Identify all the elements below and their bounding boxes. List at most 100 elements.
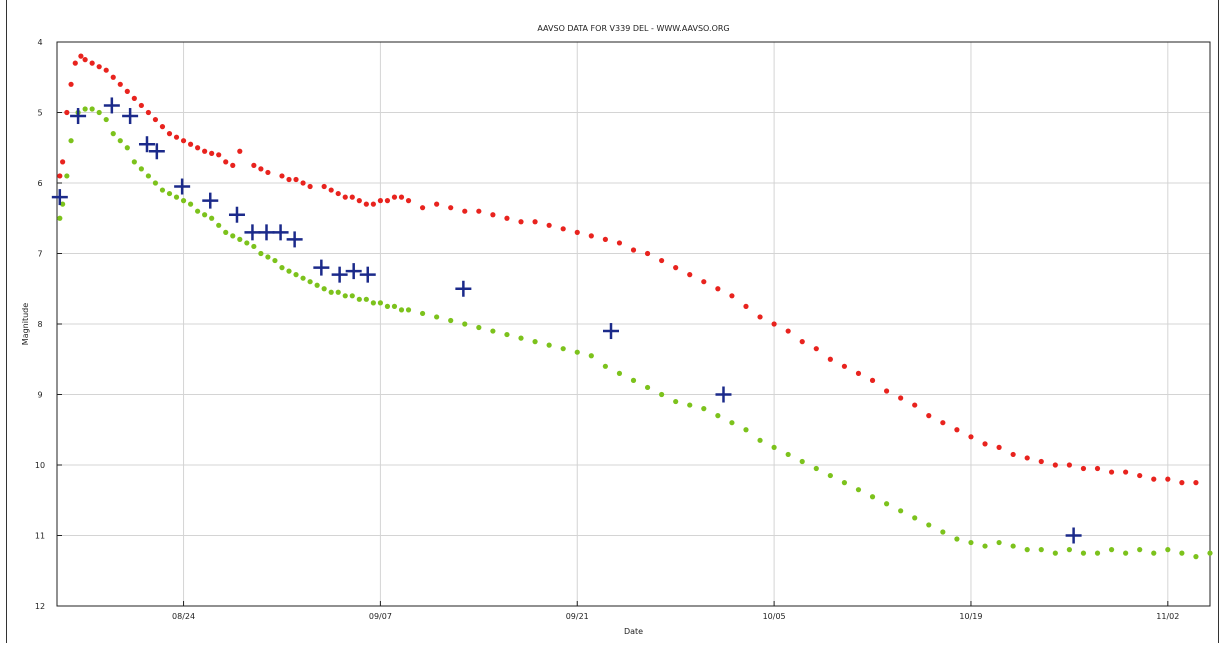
data-point	[729, 420, 735, 426]
data-point	[251, 243, 257, 250]
data-point	[883, 388, 890, 394]
data-point	[701, 406, 707, 412]
data-point	[996, 444, 1002, 450]
data-point	[78, 53, 84, 59]
data-point	[307, 279, 313, 285]
data-point	[82, 106, 88, 112]
data-point	[1165, 547, 1171, 553]
data-point	[898, 395, 904, 401]
x-tick-label: 10/19	[959, 612, 982, 621]
data-point	[1193, 554, 1199, 560]
data-point	[57, 173, 63, 179]
data-point	[729, 293, 735, 299]
data-point	[110, 74, 116, 80]
data-point	[588, 233, 594, 239]
data-point	[982, 543, 988, 549]
data-point	[145, 109, 151, 116]
data-point	[532, 339, 538, 345]
data-point	[209, 150, 215, 156]
data-point	[1179, 480, 1185, 486]
x-tick-label: 10/05	[763, 612, 786, 621]
data-point	[223, 229, 229, 235]
plus-marker	[244, 224, 261, 241]
data-point	[996, 539, 1002, 546]
data-point	[131, 95, 137, 101]
data-point	[103, 67, 109, 73]
data-point	[64, 109, 70, 116]
data-point	[898, 508, 904, 514]
plus-marker	[455, 280, 472, 297]
data-point	[504, 215, 510, 221]
y-tick-label: 10	[35, 461, 45, 470]
data-point	[1080, 465, 1087, 472]
data-point	[68, 138, 74, 144]
data-point	[356, 198, 362, 204]
data-point	[1108, 469, 1115, 475]
data-point	[827, 472, 833, 479]
data-point	[1010, 451, 1016, 458]
data-point	[342, 293, 348, 299]
y-axis-label: Magnitude	[21, 303, 30, 345]
x-tick-label: 11/02	[1156, 612, 1179, 621]
data-point	[1080, 550, 1087, 556]
data-point	[968, 539, 974, 546]
data-point	[940, 529, 946, 535]
data-point	[405, 307, 412, 313]
data-point	[96, 64, 102, 70]
y-tick-label: 11	[35, 532, 45, 541]
data-point	[356, 296, 362, 302]
data-point	[349, 293, 355, 299]
data-point	[195, 208, 201, 214]
data-point	[286, 176, 292, 183]
data-point	[841, 480, 848, 486]
data-point	[743, 427, 749, 433]
plus-marker	[228, 206, 245, 223]
data-point	[912, 402, 918, 408]
data-point	[912, 515, 918, 521]
data-point	[869, 377, 876, 383]
data-point	[757, 314, 763, 320]
data-point	[546, 222, 552, 228]
data-point	[363, 201, 369, 207]
data-point	[384, 303, 391, 309]
data-point	[785, 451, 791, 458]
plus-marker	[258, 224, 275, 241]
data-point	[616, 240, 623, 246]
data-point	[300, 180, 306, 186]
data-point	[103, 116, 109, 123]
data-point	[321, 183, 327, 190]
data-point	[321, 286, 327, 292]
data-point	[258, 250, 264, 257]
figure-frame	[6, 0, 1219, 643]
data-point	[138, 102, 144, 109]
data-point	[1123, 469, 1129, 475]
data-point	[159, 187, 166, 193]
data-point	[926, 522, 932, 528]
data-point	[518, 335, 524, 341]
series-0	[57, 53, 1199, 486]
data-point	[377, 300, 384, 306]
plus-marker	[345, 263, 362, 280]
data-point	[434, 314, 440, 320]
data-point	[602, 236, 608, 242]
y-tick-label: 12	[35, 602, 45, 611]
data-point	[237, 236, 243, 242]
plus-marker	[202, 192, 219, 209]
plus-marker	[715, 386, 732, 403]
data-point	[187, 141, 194, 147]
plus-marker	[1065, 527, 1082, 544]
data-point	[72, 60, 78, 66]
data-point	[715, 286, 721, 292]
data-point	[827, 356, 833, 362]
data-point	[954, 536, 960, 542]
data-point	[771, 444, 777, 450]
data-point	[574, 229, 580, 235]
data-point	[1052, 462, 1058, 468]
data-point	[173, 134, 180, 140]
data-point	[82, 57, 88, 63]
data-point	[96, 109, 102, 116]
grid	[57, 42, 1210, 606]
plus-marker	[603, 323, 620, 340]
data-point	[223, 159, 229, 165]
data-point	[630, 377, 637, 383]
